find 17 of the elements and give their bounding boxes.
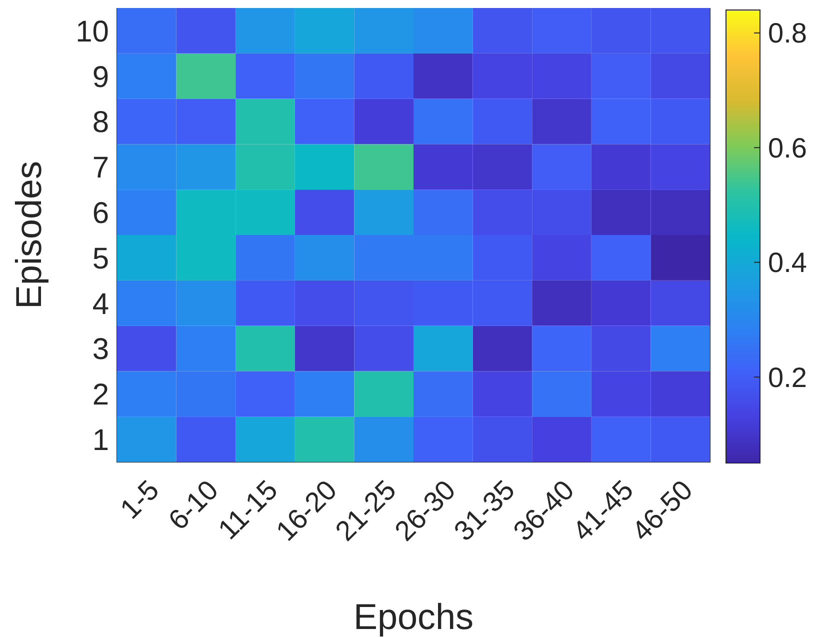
x-axis-title: Epochs — [353, 596, 474, 637]
y-tick-label: 10 — [76, 15, 109, 48]
y-tick-label: 7 — [92, 152, 109, 185]
y-tick-label: 2 — [92, 378, 109, 412]
y-tick-label: 8 — [92, 106, 109, 140]
x-tick-label: 1-5 — [114, 474, 165, 525]
y-tick-label: 6 — [92, 196, 109, 230]
y-axis-title: Episodes — [8, 160, 49, 310]
color-bar-label: 0.6 — [768, 132, 807, 164]
y-tick-label: 9 — [92, 60, 109, 94]
y-tick-label: 4 — [92, 288, 109, 321]
color-bar-label: 0.4 — [768, 247, 807, 278]
color-bar-label: 0.2 — [768, 362, 807, 393]
y-tick-label: 3 — [92, 333, 109, 366]
y-tick-label: 1 — [92, 424, 109, 457]
y-tick-label: 5 — [92, 242, 109, 276]
color-bar-label: 0.8 — [768, 18, 807, 49]
